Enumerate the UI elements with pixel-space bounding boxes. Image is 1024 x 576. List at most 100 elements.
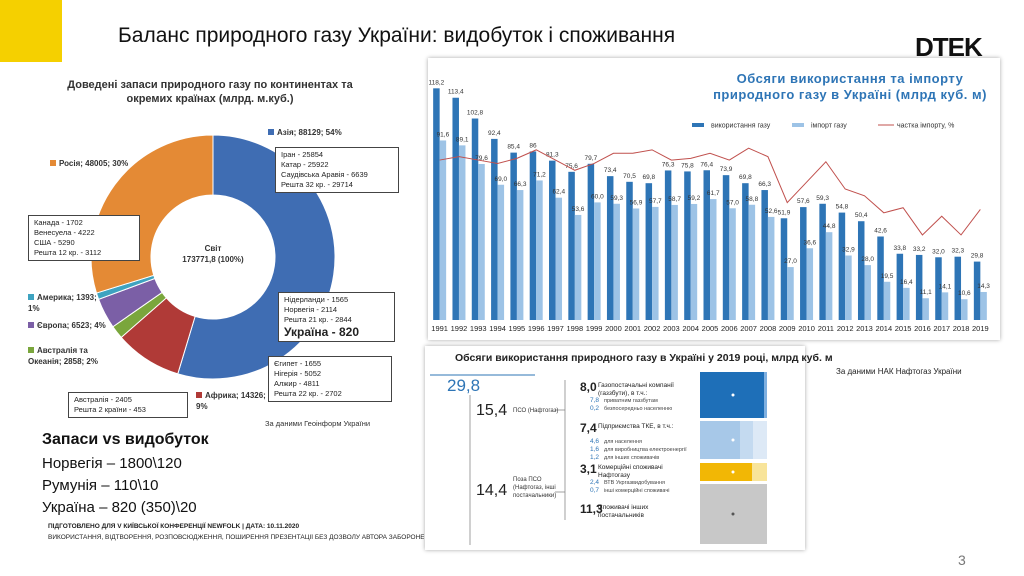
notes-line: Румунія – 110\10: [42, 477, 159, 494]
value-label: 32,9: [842, 247, 855, 254]
pie-value-label: Америка; 1393; 1%: [28, 292, 110, 314]
bar: [555, 197, 563, 320]
callout-line: Решта 32 кр. - 29714: [281, 180, 353, 189]
bar: [961, 299, 968, 320]
chart-source: За даними НАК Нафтогаз України: [836, 367, 962, 376]
bar: [491, 138, 498, 320]
bar: [529, 151, 537, 320]
x-tick-label: 1995: [509, 324, 526, 333]
bar: [787, 267, 794, 320]
value-label: 69,8: [642, 174, 655, 181]
value-label: 102,8: [467, 110, 484, 117]
x-tick-label: 2003: [663, 324, 680, 333]
x-tick-label: 2004: [682, 324, 699, 333]
bar: [800, 207, 807, 320]
bar: [549, 160, 556, 320]
callout-line: Решта 2 країни - 453: [74, 405, 146, 414]
callout-line: Саудівська Аравія - 6639: [281, 170, 368, 179]
bar: [632, 208, 640, 320]
value-label: 54,8: [836, 204, 849, 211]
bar: [664, 170, 672, 320]
value-label: 52,6: [765, 208, 778, 215]
label-swatch: [268, 129, 274, 135]
bar: [857, 221, 865, 320]
bar: [883, 281, 891, 320]
label-swatch: [196, 392, 202, 398]
value-label: 86: [529, 142, 537, 149]
value-label: 14,3: [977, 283, 990, 290]
value-label: 59,3: [816, 195, 829, 202]
callout-line: Нідерланди - 1565: [284, 295, 349, 304]
line-series: [439, 147, 981, 236]
value-label: 10,6: [958, 290, 971, 297]
x-tick-label: 2010: [798, 324, 815, 333]
label-swatch: [28, 347, 34, 353]
item-label: Комерційні споживачі Нафтогазу: [598, 464, 663, 479]
bar: [574, 214, 582, 320]
x-tick-label: 1999: [586, 324, 603, 333]
callout-line: США - 5290: [34, 238, 75, 247]
x-tick-label: 1992: [451, 324, 468, 333]
bar: [594, 202, 601, 320]
breakdown-bar: [752, 463, 767, 481]
value-label: 11,1: [920, 289, 933, 296]
callout-line: Іран - 25854: [281, 150, 324, 159]
bar: [433, 88, 440, 320]
bar: [478, 163, 485, 320]
value-label: 19,5: [881, 273, 894, 280]
bar: [748, 204, 756, 320]
x-tick-label: 2018: [953, 324, 970, 333]
sub-value: 4,6: [590, 438, 600, 445]
notes-line: Норвегія – 1800\120: [42, 455, 182, 472]
value-label: 28,0: [861, 256, 874, 263]
breakdown-bar: [700, 463, 752, 481]
sub-label: безпосередньо населенню: [604, 405, 673, 412]
bar: [922, 298, 929, 320]
callout-line: Решта 22 кр. - 2702: [274, 389, 342, 398]
bar: [652, 206, 659, 320]
label-text: Австралія та Океанія; 2858; 2%: [28, 346, 98, 366]
sub-value: 1,2: [590, 454, 600, 461]
item-value: 8,0: [580, 380, 597, 394]
footer-prepared: ПІДГОТОВЛЕНО ДЛЯ V КИЇВСЬКОЇ КОНФЕРЕНЦІЇ…: [48, 523, 300, 530]
callout-line: Решта 12 кр. - 3112: [34, 248, 102, 257]
label-text: Африка; 14326; 9%: [196, 391, 266, 411]
group-value: 14,4: [476, 482, 508, 499]
value-label: 36,6: [803, 239, 816, 246]
callout-line: Єгипет - 1655: [274, 359, 322, 368]
bar: [864, 265, 871, 320]
bar: [606, 176, 614, 320]
value-label: 44,8: [823, 223, 836, 230]
x-tick-label: 2008: [760, 324, 777, 333]
chart-source: За даними Геоінформ України: [265, 419, 371, 428]
value-label: 89,1: [456, 136, 469, 143]
breakdown-bar: [753, 421, 767, 459]
value-label: 61,7: [707, 190, 720, 197]
bar: [941, 292, 949, 320]
chart-title: природного газу в Україні (млрд куб. м): [713, 87, 987, 102]
bar: [536, 180, 543, 320]
x-tick-label: 2015: [895, 324, 912, 333]
value-label: 57,6: [797, 198, 810, 205]
item-label: Газопостачальні компанії (газзбути), в т…: [598, 382, 674, 397]
sub-label: ВТВ Укргазвидобування: [604, 479, 665, 486]
value-label: 81,3: [546, 152, 559, 159]
callout-line: Австралія - 2405: [74, 395, 132, 404]
marker-dot: [731, 438, 735, 442]
value-label: 51,9: [778, 209, 791, 216]
label-swatch: [50, 160, 56, 166]
sub-label: інші комерційні споживачі: [604, 487, 670, 494]
value-label: 91,6: [437, 131, 450, 138]
bar: [903, 287, 910, 320]
legend-label: імпорт газу: [811, 122, 847, 130]
bar: [710, 199, 717, 320]
x-tick-label: 1997: [547, 324, 564, 333]
sub-value: 1,6: [590, 446, 600, 453]
bar: [877, 236, 884, 320]
bar: [458, 145, 466, 320]
value-label: 53,6: [572, 206, 585, 213]
bar: [915, 254, 923, 320]
value-label: 62,4: [552, 189, 565, 196]
page-number: 3: [958, 552, 966, 568]
value-label: 50,4: [855, 212, 868, 219]
